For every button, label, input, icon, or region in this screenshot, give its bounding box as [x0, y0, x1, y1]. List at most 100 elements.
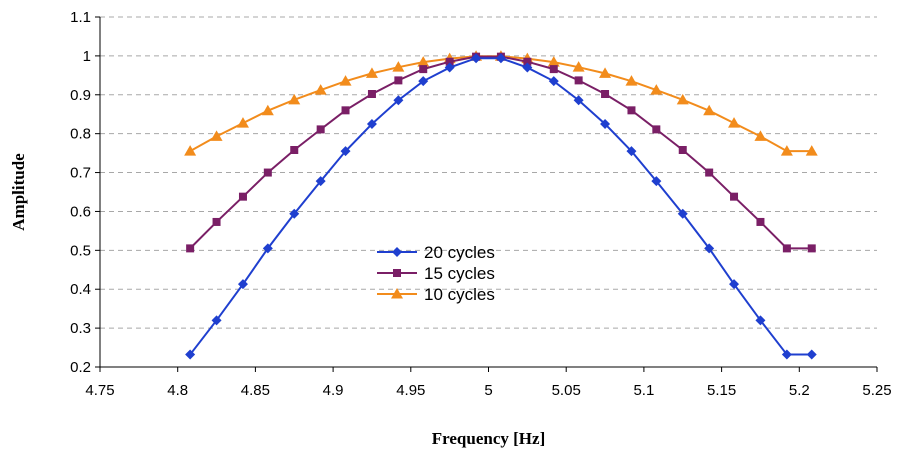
- y-axis-title: Amplitude: [9, 153, 28, 231]
- legend-label: 10 cycles: [424, 285, 495, 304]
- y-tick-label: 0.2: [70, 359, 91, 376]
- data-point: [444, 62, 455, 73]
- x-tick-label: 4.8: [167, 382, 188, 399]
- data-point: [212, 217, 221, 226]
- y-tick-label: 0.4: [70, 281, 91, 298]
- data-point: [367, 90, 376, 98]
- data-point: [601, 90, 610, 98]
- data-point: [445, 57, 454, 66]
- data-point: [650, 84, 663, 95]
- data-point: [340, 146, 351, 157]
- data-point: [805, 145, 818, 156]
- data-point: [651, 176, 662, 187]
- data-point: [236, 117, 249, 128]
- y-tick-label: 0.3: [70, 320, 91, 337]
- data-point: [393, 95, 404, 106]
- x-tick-label: 5.25: [862, 382, 891, 399]
- data-point: [523, 57, 532, 66]
- x-tick-label: 4.95: [396, 382, 425, 399]
- series-20-cycles: [185, 53, 817, 360]
- y-tick-label: 0.5: [70, 242, 91, 259]
- data-point: [522, 62, 533, 73]
- series-15-cycles: [186, 52, 816, 253]
- data-point: [417, 56, 430, 67]
- data-point: [626, 146, 637, 157]
- data-point: [754, 130, 767, 141]
- data-point: [366, 118, 377, 129]
- data-point: [186, 244, 195, 253]
- data-point: [678, 146, 687, 154]
- data-point: [339, 75, 352, 86]
- y-tick-label: 1.1: [70, 9, 91, 26]
- y-tick-label: 0.7: [70, 165, 91, 182]
- data-point: [418, 76, 429, 87]
- data-point: [756, 217, 765, 226]
- x-tick-label: 5.15: [707, 382, 736, 399]
- data-point: [315, 176, 326, 187]
- legend-swatch-marker: [392, 247, 402, 257]
- data-point: [627, 106, 636, 115]
- x-tick-label: 4.85: [241, 382, 270, 399]
- y-tick-label: 0.9: [70, 87, 91, 104]
- legend-label: 20 cycles: [424, 243, 495, 262]
- data-point: [547, 56, 560, 67]
- y-axis-ticks: 0.2 0.3 0.4 0.5 0.6 0.7 0.8 0.9 1 1.1: [70, 9, 100, 376]
- x-tick-label: 5.1: [633, 382, 654, 399]
- data-point: [392, 61, 405, 72]
- data-point: [184, 145, 197, 156]
- data-point: [677, 208, 688, 219]
- data-point: [572, 61, 585, 72]
- data-point: [419, 65, 428, 74]
- x-axis-ticks: 4.75 4.8 4.85 4.9 4.95 5 5.05 5.1 5.15 5.2 5.25: [85, 367, 892, 399]
- legend-item: 15 cycles: [377, 264, 495, 283]
- data-point: [806, 349, 817, 360]
- legend-item: 20 cycles: [377, 243, 495, 262]
- data-point: [495, 53, 506, 64]
- data-point: [574, 76, 583, 85]
- data-point: [238, 192, 247, 201]
- data-point: [471, 53, 482, 64]
- data-point: [263, 168, 272, 177]
- y-tick-label: 0.8: [70, 126, 91, 143]
- data-point: [365, 67, 378, 78]
- data-point: [705, 168, 714, 177]
- data-point: [237, 279, 248, 290]
- legend-swatch-marker: [391, 288, 403, 299]
- data-point: [704, 243, 715, 254]
- data-point: [573, 95, 584, 106]
- data-point: [599, 67, 612, 78]
- y-tick-label: 1: [83, 48, 91, 65]
- series-line: [189, 55, 812, 250]
- data-point: [730, 192, 739, 201]
- data-point: [807, 244, 816, 253]
- data-point: [652, 125, 661, 134]
- series-line: [189, 57, 812, 356]
- data-point: [289, 208, 300, 219]
- series-layer: [184, 50, 818, 360]
- data-point: [728, 117, 741, 128]
- y-tick-label: 0.6: [70, 203, 91, 220]
- x-tick-label: 5.2: [789, 382, 810, 399]
- data-point: [341, 106, 350, 115]
- data-point: [394, 76, 403, 85]
- legend-swatch-marker: [393, 269, 401, 277]
- data-point: [211, 315, 222, 326]
- data-point: [676, 93, 689, 105]
- x-tick-label: 5: [484, 382, 492, 399]
- data-point: [548, 76, 559, 87]
- data-point: [288, 93, 301, 105]
- x-tick-label: 5.05: [552, 382, 581, 399]
- x-tick-label: 4.9: [323, 382, 344, 399]
- data-point: [782, 244, 791, 253]
- series-line: [189, 55, 812, 153]
- data-point: [729, 279, 740, 290]
- data-point: [549, 65, 558, 74]
- data-point: [290, 146, 299, 154]
- data-point: [600, 118, 611, 129]
- data-point: [755, 315, 766, 326]
- x-axis-title: Frequency [Hz]: [432, 429, 545, 448]
- axes: [99, 17, 877, 368]
- x-tick-label: 4.75: [85, 382, 114, 399]
- data-point: [316, 125, 325, 134]
